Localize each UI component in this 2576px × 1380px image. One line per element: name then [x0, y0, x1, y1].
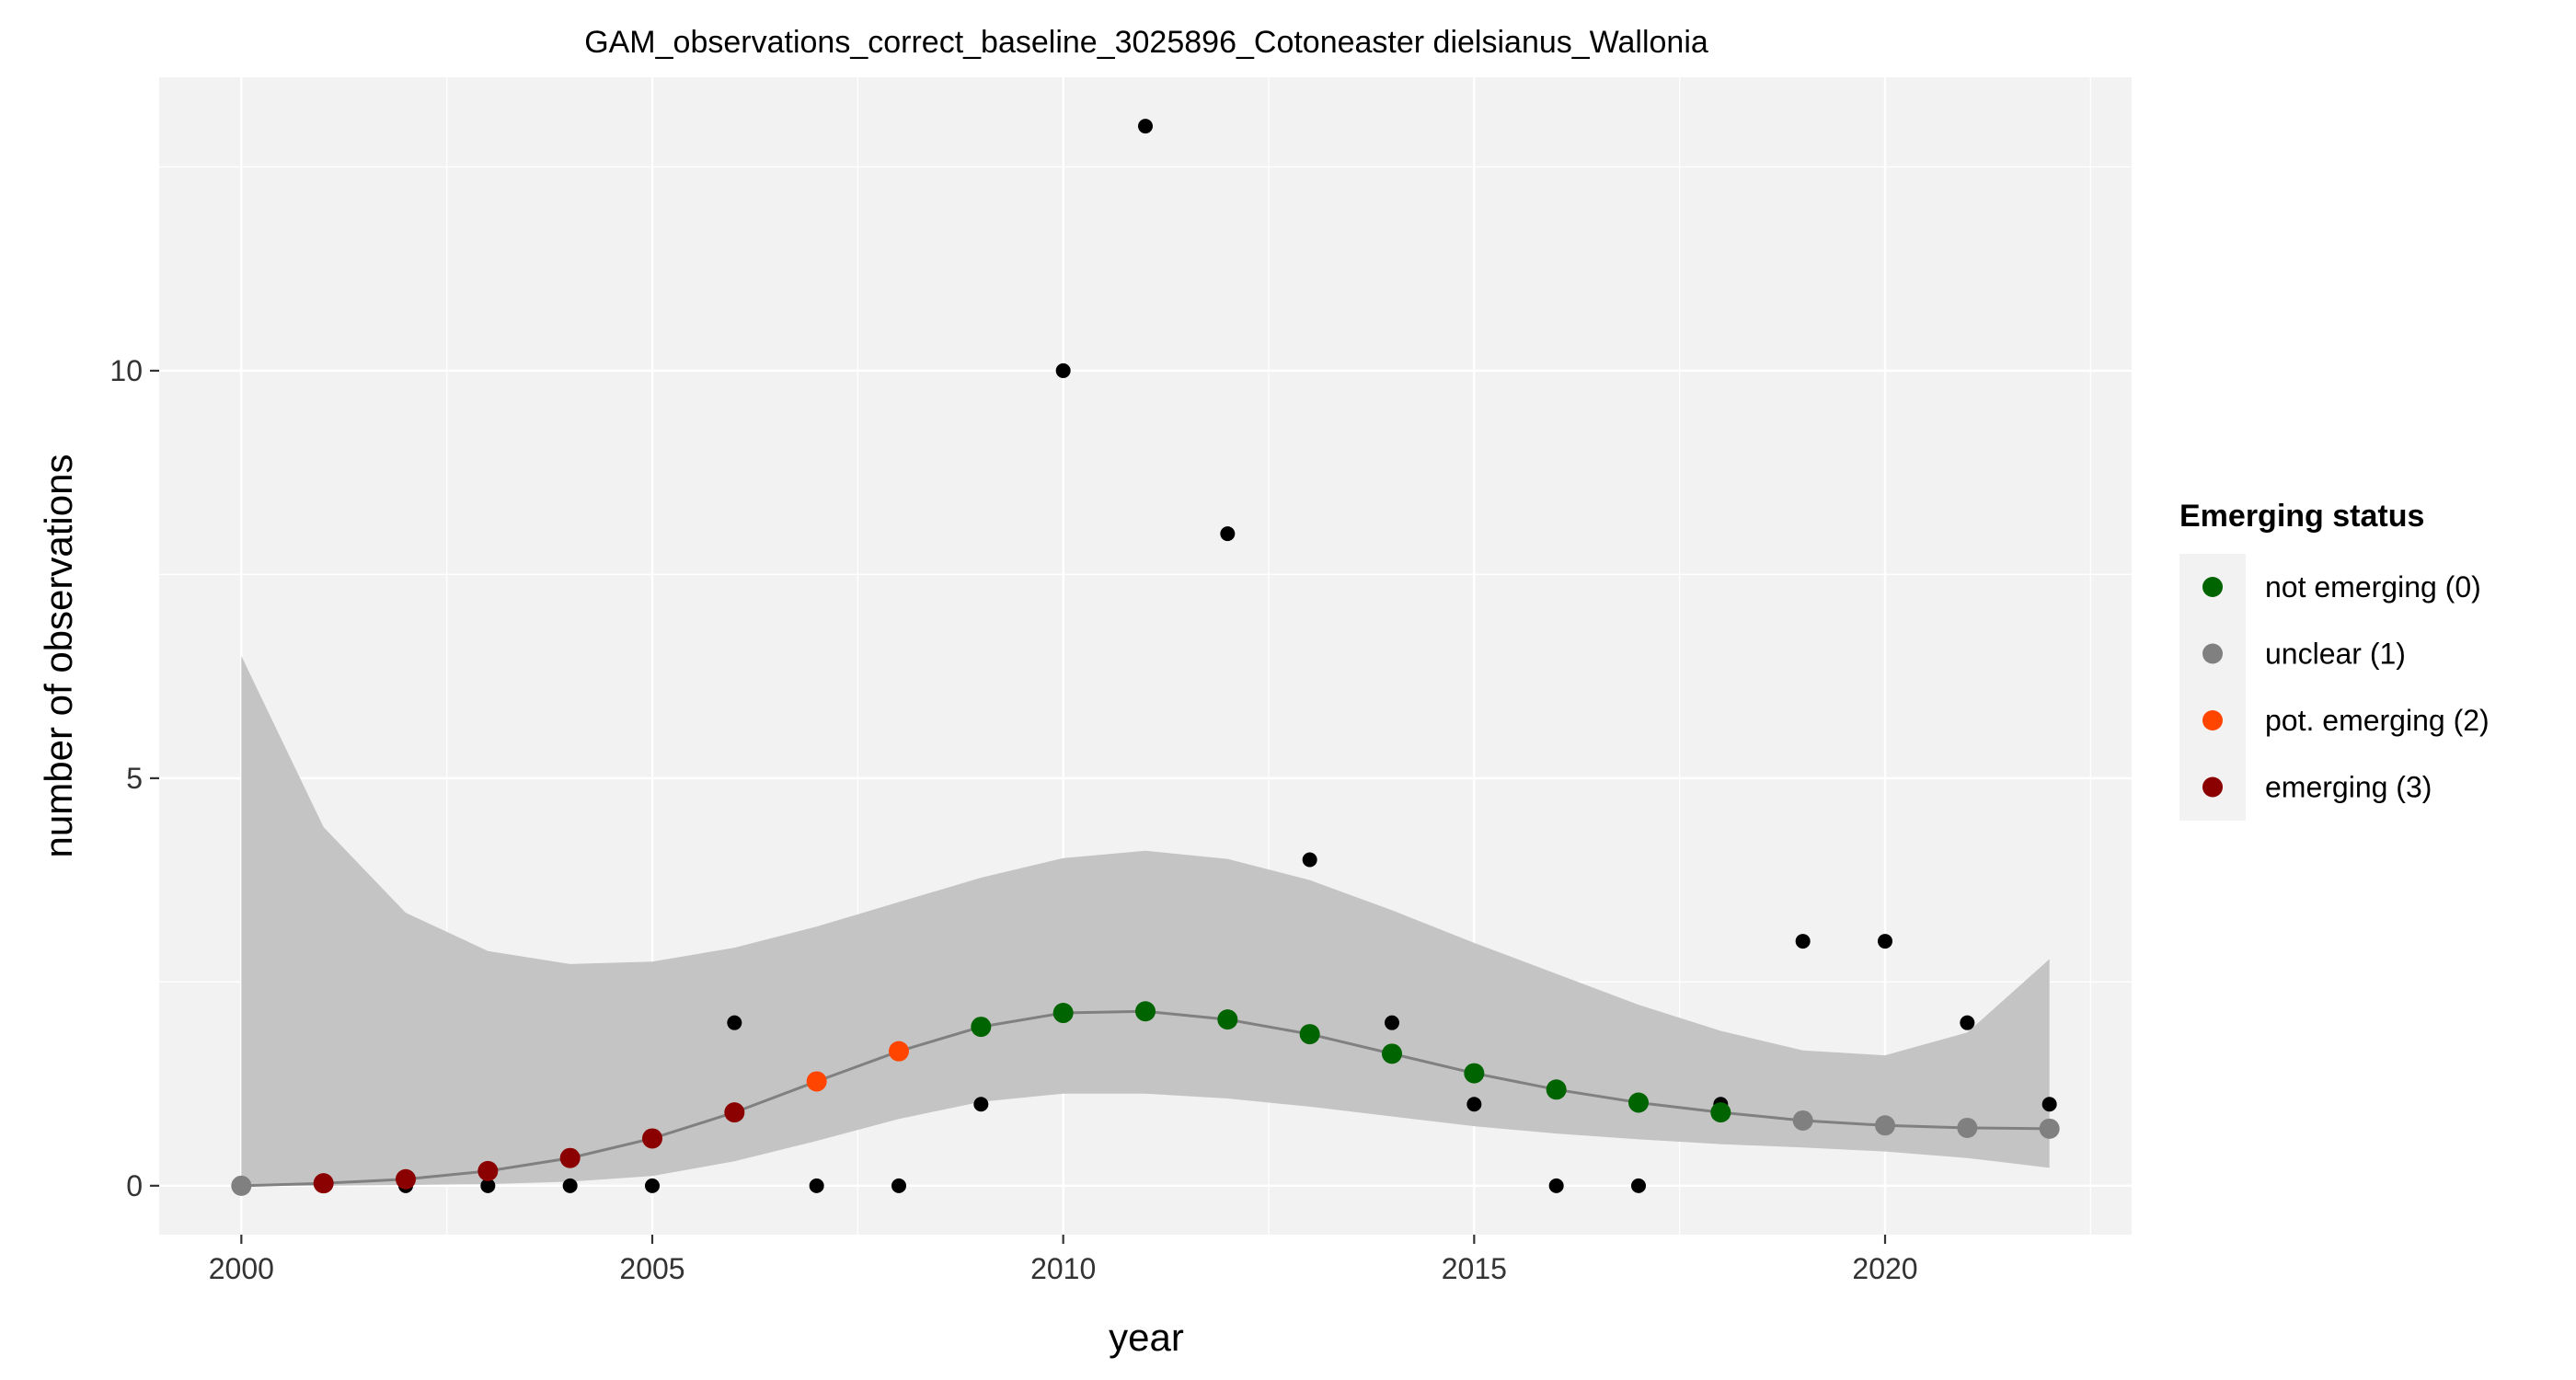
- observation-point: [1631, 1178, 1646, 1193]
- fit-status-points: [231, 1001, 2060, 1196]
- x-tick-label: 2000: [209, 1252, 274, 1285]
- observation-point: [727, 1015, 742, 1030]
- fit-status-point: [2039, 1118, 2060, 1139]
- legend-key-dot: [2202, 577, 2223, 597]
- legend-items: not emerging (0) unclear (1) pot. emerging…: [2202, 570, 2490, 804]
- fit-status-point: [313, 1173, 334, 1194]
- fit-status-point: [1052, 1003, 1074, 1024]
- x-tick-label: 2020: [1852, 1252, 1917, 1285]
- fit-status-point: [1135, 1001, 1156, 1022]
- fit-status-point: [1710, 1102, 1731, 1123]
- observation-point: [1548, 1178, 1564, 1193]
- observation-point: [973, 1097, 989, 1112]
- fit-status-point: [1464, 1063, 1485, 1084]
- observation-point: [645, 1178, 660, 1193]
- fit-status-point: [1628, 1092, 1649, 1113]
- legend-key-background: [2179, 554, 2246, 821]
- x-axis-title: year: [1109, 1316, 1184, 1359]
- fit-status-point: [477, 1160, 499, 1181]
- observation-point: [562, 1178, 578, 1193]
- fit-status-point: [1792, 1110, 1813, 1131]
- confidence-ribbon: [241, 656, 2050, 1186]
- observation-point: [1466, 1097, 1482, 1112]
- legend-title: Emerging status: [2179, 499, 2424, 534]
- observation-point: [1302, 852, 1317, 868]
- legend-label: unclear (1): [2265, 638, 2406, 671]
- x-tick-label: 2015: [1442, 1252, 1507, 1285]
- x-tick-label: 2005: [619, 1252, 684, 1285]
- y-axis-ticks: 0 5 10: [109, 354, 159, 1202]
- observation-point: [809, 1178, 824, 1193]
- observation-point: [1138, 119, 1153, 134]
- fit-status-point: [971, 1017, 992, 1038]
- observation-point: [2041, 1097, 2057, 1112]
- legend-key-dot: [2202, 710, 2223, 730]
- observation-point: [480, 1178, 496, 1193]
- observation-point: [1385, 1015, 1399, 1030]
- x-tick-label: 2010: [1030, 1252, 1096, 1285]
- fit-status-point: [1217, 1009, 1238, 1030]
- y-axis-title: number of observations: [37, 454, 80, 858]
- fit-status-point: [1299, 1024, 1320, 1045]
- x-axis-ticks: 2000 2005 2010 2015 2020: [209, 1235, 1918, 1285]
- fit-status-point: [642, 1128, 662, 1149]
- legend-label: pot. emerging (2): [2265, 704, 2490, 737]
- fit-status-point: [1957, 1117, 1978, 1138]
- fit-status-point: [889, 1041, 909, 1062]
- legend-label: emerging (3): [2265, 771, 2432, 804]
- observation-point: [1795, 934, 1811, 949]
- fit-status-point: [396, 1168, 416, 1190]
- fit-status-point: [1382, 1043, 1402, 1064]
- legend-label: not emerging (0): [2265, 570, 2481, 604]
- fit-status-point: [1546, 1079, 1567, 1100]
- fit-status-point: [1875, 1115, 1895, 1136]
- observation-point: [891, 1178, 906, 1193]
- y-tick-label: 0: [126, 1169, 143, 1202]
- chart-title: GAM_observations_correct_baseline_302589…: [584, 25, 1708, 60]
- fit-status-point: [559, 1147, 581, 1168]
- y-tick-label: 5: [126, 762, 143, 795]
- observation-point: [1055, 362, 1071, 378]
- legend-key-dot: [2202, 776, 2223, 798]
- y-tick-label: 10: [109, 354, 143, 387]
- observation-point: [1960, 1015, 1975, 1030]
- fit-status-point: [806, 1071, 827, 1092]
- observation-point: [1878, 934, 1892, 949]
- fit-status-point: [231, 1175, 252, 1196]
- fit-status-point: [724, 1102, 745, 1123]
- legend: Emerging status not emerging (0) unclear …: [2179, 499, 2490, 821]
- legend-key-dot: [2202, 643, 2223, 664]
- observation-point: [1220, 526, 1236, 542]
